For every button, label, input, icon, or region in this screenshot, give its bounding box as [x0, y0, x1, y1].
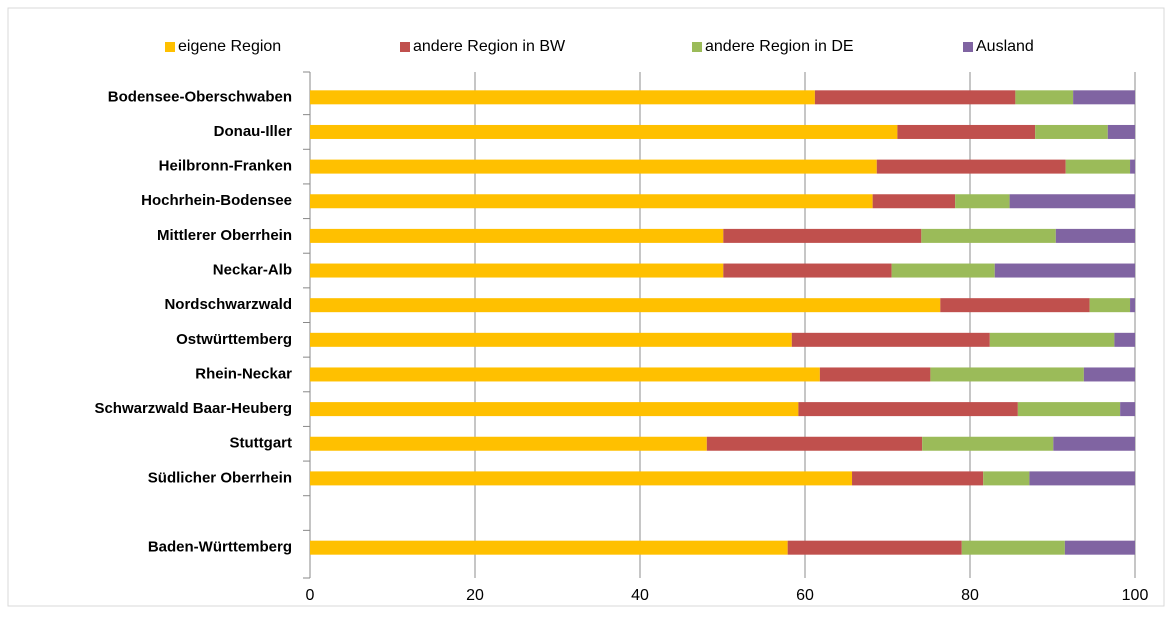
bar-segment	[897, 124, 1036, 139]
bar-segment	[922, 436, 1054, 451]
bar-segment	[955, 194, 1010, 209]
bar-segment	[310, 90, 815, 105]
bar-segment	[1035, 124, 1108, 139]
legend-swatch	[400, 42, 410, 52]
bar-segment	[787, 540, 962, 555]
bar-segment	[310, 367, 820, 382]
bar-segment	[1089, 298, 1131, 313]
y-tick-label: Südlicher Oberrhein	[148, 469, 292, 486]
bar-segment	[310, 402, 799, 417]
bar-segment	[1114, 332, 1135, 347]
bar-segment	[310, 298, 941, 313]
bar-segment	[1083, 367, 1135, 382]
legend-label: andere Region in BW	[413, 38, 566, 55]
x-tick-label: 80	[961, 587, 979, 604]
bar-segment	[723, 263, 892, 278]
legend-label: andere Region in DE	[705, 38, 854, 55]
bar-segment	[989, 332, 1115, 347]
bar-segment	[706, 436, 923, 451]
bar-segment	[310, 436, 707, 451]
legend-swatch	[692, 42, 702, 52]
y-tick-label: Baden-Württemberg	[148, 539, 292, 556]
bar-segment	[310, 194, 873, 209]
bar-segment	[983, 471, 1030, 486]
legend-swatch	[963, 42, 973, 52]
x-tick-label: 40	[631, 587, 649, 604]
bar-segment	[930, 367, 1084, 382]
bar-segment	[994, 263, 1135, 278]
x-tick-label: 60	[796, 587, 814, 604]
y-tick-label: Donau-Iller	[214, 123, 293, 140]
bar-segment	[1107, 124, 1135, 139]
y-tick-label: Hochrhein-Bodensee	[141, 192, 292, 209]
bar-segment	[872, 194, 956, 209]
bar-segment	[891, 263, 995, 278]
bar-segment	[1073, 90, 1135, 105]
bar-segment	[310, 228, 724, 243]
bar-segment	[961, 540, 1065, 555]
bar-segment	[1065, 159, 1131, 174]
bar-segment	[1130, 159, 1135, 174]
bar-segment	[876, 159, 1066, 174]
y-tick-label: Nordschwarzwald	[164, 296, 292, 313]
bar-segment	[310, 263, 724, 278]
legend-swatch	[165, 42, 175, 52]
bar-segment	[798, 402, 1018, 417]
bar-segment	[310, 540, 788, 555]
y-tick-label: Stuttgart	[230, 435, 293, 452]
bar-segment	[1015, 90, 1074, 105]
bar-segment	[310, 471, 853, 486]
bar-segment	[1017, 402, 1121, 417]
y-tick-label: Heilbronn-Franken	[159, 158, 292, 175]
bar-segment	[940, 298, 1090, 313]
bar-segment	[1053, 436, 1135, 451]
bar-segment	[819, 367, 931, 382]
bar-segment	[1009, 194, 1135, 209]
bar-segment	[1064, 540, 1135, 555]
y-tick-label: Rhein-Neckar	[195, 365, 292, 382]
bar-segment	[814, 90, 1016, 105]
y-tick-label: Bodensee-Oberschwaben	[108, 88, 292, 105]
y-tick-label: Schwarzwald Baar-Heuberg	[94, 400, 292, 417]
x-tick-label: 20	[466, 587, 484, 604]
bar-segment	[852, 471, 984, 486]
x-tick-label: 0	[306, 587, 315, 604]
y-tick-label: Mittlerer Oberrhein	[157, 227, 292, 244]
y-tick-label: Ostwürttemberg	[176, 331, 292, 348]
bar-segment	[310, 124, 898, 139]
bar-segment	[1130, 298, 1135, 313]
bar-segment	[1055, 228, 1135, 243]
x-tick-label: 100	[1122, 587, 1149, 604]
bar-segment	[921, 228, 1056, 243]
bar-segment	[1029, 471, 1135, 486]
y-tick-label: Neckar-Alb	[213, 262, 292, 279]
legend-label: eigene Region	[178, 38, 281, 55]
bar-segment	[310, 332, 792, 347]
bar-segment	[310, 159, 877, 174]
bar-segment	[1120, 402, 1135, 417]
bar-segment	[791, 332, 990, 347]
bar-segment	[723, 228, 922, 243]
legend-label: Ausland	[976, 38, 1034, 55]
